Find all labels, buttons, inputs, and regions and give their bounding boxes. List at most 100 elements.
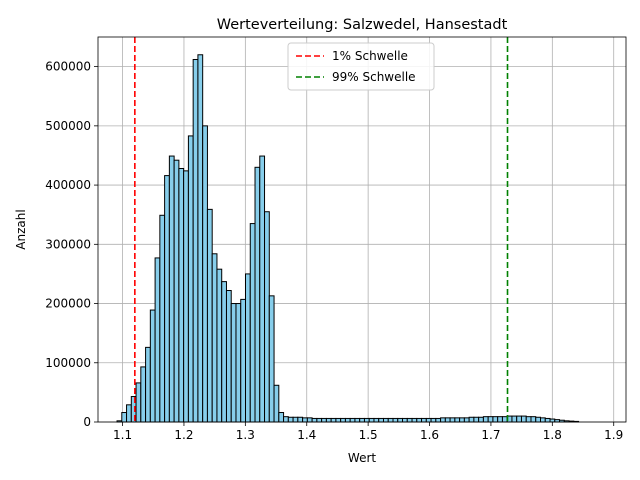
histogram-bar xyxy=(520,415,527,423)
histogram-bar xyxy=(197,54,204,423)
y-tick-label: 100000 xyxy=(45,356,91,370)
x-axis-ticks: 1.1 1.2 1.3 1.4 1.5 1.6 1.7 1.8 1.9 xyxy=(113,422,623,442)
legend-box xyxy=(287,42,435,91)
histogram-bar xyxy=(349,417,356,423)
y-axis-label: Anzahl xyxy=(14,209,28,249)
histogram-bar xyxy=(416,417,423,423)
histogram-bar xyxy=(154,257,161,423)
histogram-bar xyxy=(368,417,375,423)
histogram-bar xyxy=(392,417,399,423)
histogram-bar xyxy=(525,416,532,423)
histogram-bar xyxy=(382,417,389,423)
histogram-bar xyxy=(444,417,451,423)
legend-label: 99% Schwelle xyxy=(332,70,416,84)
histogram-bar xyxy=(306,417,313,423)
histogram-bar xyxy=(363,417,370,423)
histogram-bar xyxy=(387,417,394,423)
histogram-bar xyxy=(325,417,332,423)
histogram-bar xyxy=(473,416,480,423)
histogram-bar xyxy=(311,417,318,423)
x-tick-label: 1.8 xyxy=(543,428,562,442)
histogram-bar xyxy=(297,416,304,423)
histogram-bar xyxy=(478,416,484,423)
histogram-bar xyxy=(459,417,465,423)
histogram-bar xyxy=(497,416,503,423)
histogram-bar xyxy=(425,417,432,423)
histogram-bar xyxy=(530,416,537,423)
histogram-bar xyxy=(321,417,327,423)
histogram-bar xyxy=(135,382,142,423)
histogram-bar xyxy=(149,309,156,423)
histogram-bar xyxy=(535,416,542,423)
histogram-bar xyxy=(354,417,361,423)
legend-label: 1% Schwelle xyxy=(332,49,408,63)
histogram-bar xyxy=(187,135,194,423)
x-tick-label: 1.3 xyxy=(236,428,255,442)
histogram-bar xyxy=(178,167,185,423)
y-tick-label: 500000 xyxy=(45,119,91,133)
histogram-bar xyxy=(549,418,556,423)
histogram-bar xyxy=(292,416,299,423)
histogram-bar xyxy=(544,417,551,423)
histogram-bar xyxy=(344,417,351,423)
histogram-bar xyxy=(449,417,456,423)
histogram-bar xyxy=(440,417,446,423)
histogram-bar xyxy=(235,303,242,423)
histogram-bar xyxy=(287,416,294,423)
y-tick-label: 300000 xyxy=(45,237,91,251)
histogram-bar xyxy=(145,346,151,423)
histogram-bar xyxy=(487,416,494,423)
histogram-bar xyxy=(468,416,475,423)
histogram-bar xyxy=(340,417,346,423)
histogram-bar xyxy=(221,281,227,423)
plot-frame xyxy=(97,36,627,423)
histogram-bar xyxy=(159,214,166,423)
histogram-bar xyxy=(278,412,285,423)
x-axis-label: Wert xyxy=(348,451,376,465)
x-tick-label: 1.6 xyxy=(420,428,439,442)
histogram-bar xyxy=(482,416,489,423)
histogram-bar xyxy=(249,223,256,423)
histogram-bar xyxy=(501,416,508,423)
histogram-bar xyxy=(397,417,404,423)
histogram-bar xyxy=(140,366,147,423)
y-axis-ticks: 0 100000 200000 300000 400000 500000 600000 xyxy=(45,60,98,429)
histogram-bar xyxy=(230,303,237,423)
histogram-bar xyxy=(330,417,337,423)
x-tick-label: 1.5 xyxy=(359,428,378,442)
histogram-bar xyxy=(463,417,470,423)
histogram-bar xyxy=(164,175,170,423)
histogram-bar xyxy=(240,298,247,423)
histogram-bar xyxy=(254,166,261,423)
histogram-bar xyxy=(211,253,218,423)
histogram-bar xyxy=(302,417,308,423)
histogram-bar xyxy=(202,125,208,423)
histogram-bar xyxy=(264,211,270,423)
histogram-bar xyxy=(168,155,175,423)
x-tick-label: 1.7 xyxy=(481,428,500,442)
histogram-bar xyxy=(492,416,499,423)
histogram-bar xyxy=(454,417,461,423)
histogram-bar xyxy=(430,417,437,423)
histogram-bar xyxy=(268,295,275,423)
legend: 1% Schwelle 99% Schwelle xyxy=(287,42,435,91)
histogram-bar xyxy=(335,417,342,423)
histogram-bar xyxy=(435,417,442,423)
x-tick-label: 1.9 xyxy=(604,428,623,442)
chart-title: Werteverteilung: Salzwedel, Hansestadt xyxy=(217,17,508,33)
histogram-bars xyxy=(116,54,580,423)
histogram-bar xyxy=(421,417,427,423)
y-tick-label: 0 xyxy=(83,415,91,429)
histogram-bar xyxy=(192,59,199,423)
histogram-bar xyxy=(259,155,266,423)
histogram-bar xyxy=(245,273,251,423)
x-tick-label: 1.2 xyxy=(174,428,193,442)
histogram-bar xyxy=(402,417,408,423)
histogram-bar xyxy=(316,417,323,423)
y-tick-label: 600000 xyxy=(45,60,91,74)
y-tick-label: 400000 xyxy=(45,178,91,192)
histogram-bar xyxy=(378,417,384,423)
histogram-bar xyxy=(406,417,413,423)
histogram-bar xyxy=(121,412,128,423)
